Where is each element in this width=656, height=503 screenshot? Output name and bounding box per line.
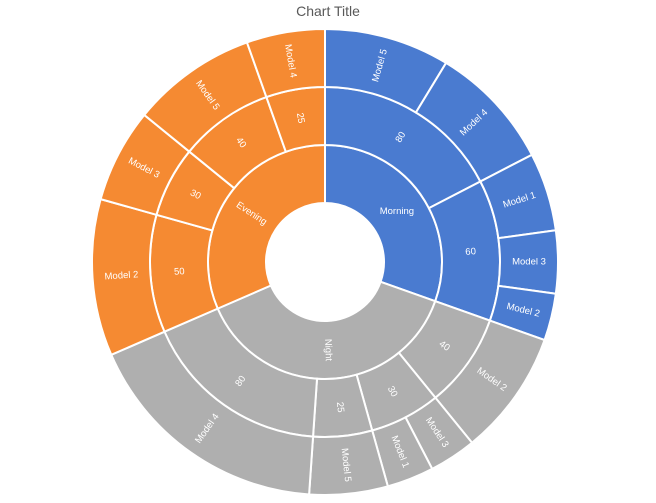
middle-label-evening-1: 30: [188, 188, 202, 203]
middle-label-night-2: 25: [334, 401, 346, 413]
outer-label-evening-0-model-2: Model 2: [104, 269, 138, 282]
outer-segment-evening-3-model-4: [245, 27, 326, 99]
middle-label-evening-0: 50: [174, 266, 185, 278]
middle-label-night-0: 40: [437, 339, 452, 354]
middle-label-evening-2: 40: [233, 135, 248, 150]
middle-label-evening-3: 25: [294, 112, 307, 124]
outer-label-morning-1-model-3: Model 3: [512, 257, 546, 268]
outer-label-night-2-model-5: Model 5: [339, 448, 353, 483]
middle-label-morning-1: 60: [465, 246, 476, 258]
inner-label-night: Night: [322, 339, 334, 362]
chart-title: Chart Title: [296, 3, 360, 19]
middle-label-morning-0: 80: [393, 130, 408, 145]
middle-label-night-1: 30: [385, 384, 400, 398]
inner-label-morning: Morning: [380, 206, 414, 217]
middle-label-night-3: 80: [233, 374, 248, 389]
